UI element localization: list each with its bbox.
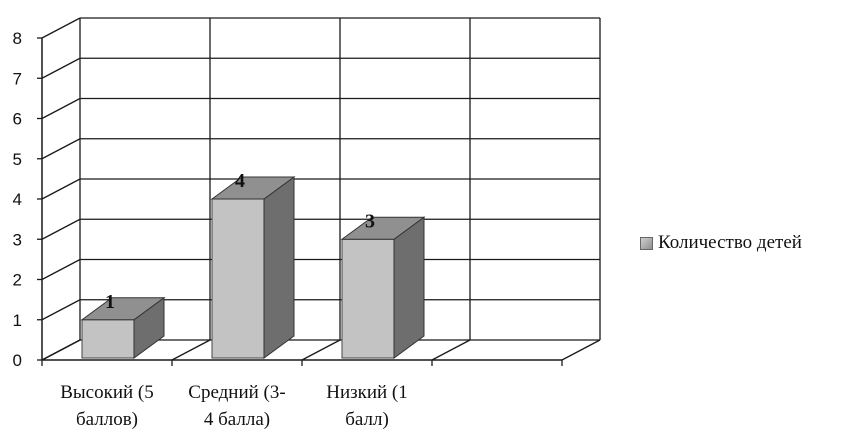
gridline-side <box>41 97 81 120</box>
floor-divider <box>41 339 81 361</box>
legend: Количество детей <box>640 232 802 254</box>
y-tick-label: 1 <box>13 311 22 330</box>
bars: 1 4 3 <box>80 170 426 359</box>
gridline-side <box>41 218 81 240</box>
gridline-side <box>41 299 81 321</box>
bar-top <box>210 176 296 200</box>
data-label: 1 <box>105 291 115 313</box>
data-label: 4 <box>235 170 245 192</box>
gridline-side <box>41 138 81 160</box>
gridline-side <box>41 17 81 39</box>
bar <box>341 238 395 359</box>
floor-divider <box>561 339 601 361</box>
bar-side <box>263 176 295 359</box>
y-tick-label: 8 <box>13 29 22 48</box>
y-tick-label: 2 <box>13 271 22 290</box>
bar <box>81 319 135 359</box>
x-axis-labels: Высокий (5 баллов) Средний (3- 4 балла) Низк… <box>60 382 408 430</box>
bar-side <box>393 216 425 359</box>
bar <box>211 198 265 359</box>
gridline-side <box>41 57 81 79</box>
chart-grid <box>37 17 601 366</box>
gridline-side <box>41 258 81 281</box>
floor-divider <box>301 339 341 361</box>
y-axis-ticks: 0 1 2 3 4 5 6 7 8 <box>13 29 22 370</box>
floor-divider <box>431 339 471 361</box>
y-tick-label: 5 <box>13 150 22 169</box>
data-label: 3 <box>365 210 375 232</box>
x-tick-label-line: 4 балла) <box>204 409 270 430</box>
y-tick-label: 3 <box>13 230 22 249</box>
x-tick-label: Высокий (5 баллов) <box>60 382 154 430</box>
gridline-side <box>41 178 81 200</box>
y-tick-label: 4 <box>13 190 22 209</box>
x-tick-label: Средний (3- 4 балла) <box>188 382 285 430</box>
x-tick-label: Низкий (1 балл) <box>326 382 408 430</box>
y-tick-label: 7 <box>13 69 22 88</box>
x-tick-label-line: Высокий (5 <box>60 382 154 403</box>
bar-top <box>340 216 426 240</box>
x-tick-label-line: балл) <box>345 409 389 430</box>
x-tick-label-line: баллов) <box>76 409 138 430</box>
x-tick-label-line: Средний (3- <box>188 382 285 403</box>
legend-swatch <box>640 236 653 250</box>
bar-top <box>80 297 166 321</box>
floor-divider <box>171 339 211 361</box>
y-tick-label: 0 <box>13 351 22 370</box>
x-tick-label-line: Низкий (1 <box>326 382 408 403</box>
y-tick-label: 6 <box>13 110 22 129</box>
legend-label: Количество детей <box>658 232 802 253</box>
